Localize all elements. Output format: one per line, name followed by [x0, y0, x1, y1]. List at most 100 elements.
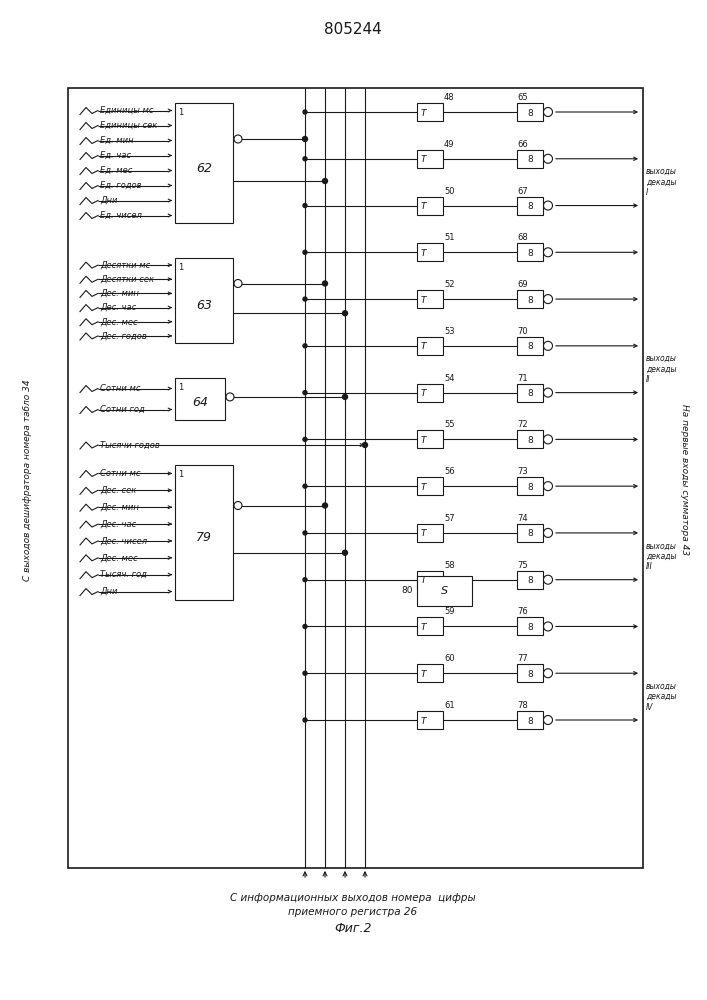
Text: выходы
декады
II: выходы декады II: [646, 354, 677, 384]
Text: приемного регистра 26: приемного регистра 26: [288, 907, 418, 917]
Circle shape: [544, 154, 552, 163]
Text: 74: 74: [517, 514, 527, 523]
Circle shape: [363, 442, 368, 448]
Text: Дес. час: Дес. час: [100, 520, 136, 529]
Text: 8: 8: [527, 576, 533, 585]
Circle shape: [322, 503, 327, 508]
Text: Дес. мес: Дес. мес: [100, 317, 138, 326]
Text: 71: 71: [517, 374, 527, 383]
Circle shape: [303, 718, 307, 722]
Text: T: T: [421, 623, 426, 632]
Text: 1: 1: [178, 263, 183, 272]
Text: 8: 8: [527, 108, 533, 117]
Text: T: T: [421, 529, 426, 538]
Text: 8: 8: [527, 436, 533, 445]
Circle shape: [303, 671, 307, 675]
Bar: [417, 430, 443, 448]
Text: 66: 66: [517, 140, 527, 149]
Text: 62: 62: [196, 161, 212, 174]
Circle shape: [303, 624, 307, 628]
Text: Дес. мес: Дес. мес: [100, 553, 138, 562]
Text: T: T: [421, 202, 426, 211]
Text: Дес. мин: Дес. мин: [100, 503, 139, 512]
Circle shape: [234, 279, 242, 288]
Text: T: T: [421, 436, 426, 445]
Text: 1: 1: [178, 470, 183, 479]
Text: T: T: [421, 155, 426, 164]
Text: 75: 75: [517, 561, 527, 570]
Bar: [517, 664, 543, 682]
Text: На первые входы сумматора 43: На первые входы сумматора 43: [681, 404, 689, 556]
Text: Ед. час: Ед. час: [100, 151, 131, 160]
Text: Дес. чисел: Дес. чисел: [100, 536, 147, 545]
Text: 8: 8: [527, 249, 533, 258]
Bar: [517, 290, 543, 308]
Text: 48: 48: [444, 93, 455, 102]
Text: Ед. мин: Ед. мин: [100, 136, 134, 145]
Text: 53: 53: [444, 327, 455, 336]
Text: Ед. годов: Ед. годов: [100, 181, 141, 190]
Circle shape: [544, 248, 552, 257]
Bar: [517, 150, 543, 168]
Text: 50: 50: [444, 187, 455, 196]
Text: 51: 51: [444, 233, 455, 242]
Bar: [517, 477, 543, 495]
Circle shape: [303, 344, 307, 348]
Circle shape: [303, 578, 307, 582]
Text: S: S: [441, 586, 448, 596]
Circle shape: [303, 437, 307, 441]
Text: Дес. сек: Дес. сек: [100, 486, 136, 495]
Text: 59: 59: [444, 607, 455, 616]
Text: 69: 69: [517, 280, 527, 289]
Text: 72: 72: [517, 420, 527, 429]
Text: 76: 76: [517, 607, 527, 616]
Text: 8: 8: [527, 716, 533, 726]
Bar: [517, 243, 543, 261]
Text: 54: 54: [444, 374, 455, 383]
Text: С выходов дешифратора номера табло 34: С выходов дешифратора номера табло 34: [23, 379, 33, 581]
Text: Фиг.2: Фиг.2: [334, 922, 372, 934]
Text: выходы
декады
I: выходы декады I: [646, 167, 677, 197]
Circle shape: [322, 281, 327, 286]
Text: Ед. мес: Ед. мес: [100, 166, 132, 175]
Text: 52: 52: [444, 280, 455, 289]
Text: 60: 60: [444, 654, 455, 663]
Circle shape: [226, 393, 234, 401]
Bar: [417, 477, 443, 495]
Text: 78: 78: [517, 701, 527, 710]
Bar: [417, 337, 443, 355]
Circle shape: [544, 716, 552, 724]
Bar: [417, 664, 443, 682]
Text: Сотни мс: Сотни мс: [100, 384, 141, 393]
Text: 8: 8: [527, 155, 533, 164]
Bar: [417, 524, 443, 542]
Text: Тысячи годов: Тысячи годов: [100, 440, 160, 450]
Text: С информационных выходов номера  цифры: С информационных выходов номера цифры: [230, 893, 476, 903]
Circle shape: [544, 575, 552, 584]
Bar: [417, 571, 443, 589]
Circle shape: [544, 341, 552, 350]
Circle shape: [303, 157, 307, 161]
Circle shape: [303, 136, 308, 141]
Bar: [175, 258, 233, 343]
Text: Тысяч. год: Тысяч. год: [100, 570, 147, 579]
Bar: [517, 524, 543, 542]
Text: T: T: [421, 389, 426, 398]
Circle shape: [303, 531, 307, 535]
Circle shape: [303, 250, 307, 254]
Bar: [175, 103, 233, 223]
Text: T: T: [421, 342, 426, 351]
Bar: [68, 88, 643, 868]
Text: T: T: [421, 716, 426, 726]
Text: Десятки сек: Десятки сек: [100, 275, 154, 284]
Text: T: T: [421, 670, 426, 679]
Text: Ед. чисел: Ед. чисел: [100, 211, 142, 220]
Bar: [417, 197, 443, 215]
Bar: [417, 617, 443, 635]
Circle shape: [322, 178, 327, 184]
Text: T: T: [421, 296, 426, 305]
Bar: [517, 337, 543, 355]
Text: 79: 79: [196, 531, 212, 544]
Bar: [417, 384, 443, 402]
Circle shape: [303, 110, 307, 114]
